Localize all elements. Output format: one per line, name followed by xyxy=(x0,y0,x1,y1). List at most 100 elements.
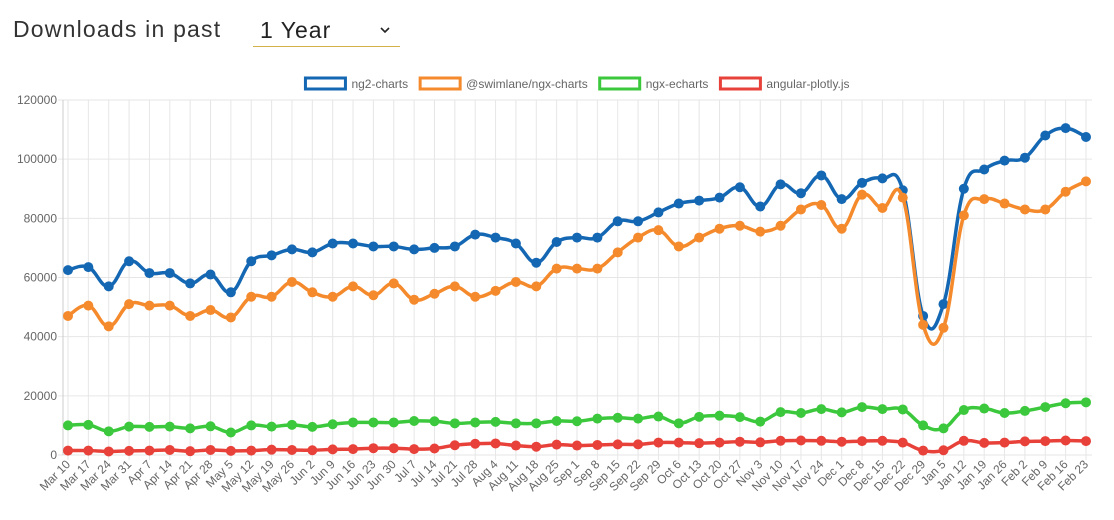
y-tick-label: 0 xyxy=(50,448,57,462)
data-point xyxy=(938,322,949,333)
data-point xyxy=(857,177,868,188)
legend-label: ng2-charts xyxy=(351,77,408,91)
data-point xyxy=(307,287,318,298)
data-point xyxy=(958,210,969,221)
data-point xyxy=(185,310,196,321)
data-point xyxy=(918,445,929,456)
data-point xyxy=(470,438,481,449)
y-tick-label: 40000 xyxy=(24,330,58,344)
data-point xyxy=(714,223,725,234)
data-point xyxy=(857,436,868,447)
data-point xyxy=(877,173,888,184)
data-point xyxy=(653,411,664,422)
legend-swatch xyxy=(598,76,642,91)
data-point xyxy=(531,281,542,292)
data-point xyxy=(551,263,562,274)
data-point xyxy=(958,405,969,416)
data-point xyxy=(1060,398,1071,409)
period-value: 1 Year xyxy=(260,17,332,43)
data-point xyxy=(144,268,155,279)
data-point xyxy=(755,437,766,448)
data-point xyxy=(795,435,806,446)
data-point xyxy=(429,288,440,299)
data-point xyxy=(205,305,216,316)
data-point xyxy=(531,418,542,429)
data-point xyxy=(470,417,481,428)
y-tick-label: 60000 xyxy=(24,271,58,285)
data-point xyxy=(572,416,582,427)
data-point xyxy=(409,415,420,426)
data-point xyxy=(612,216,623,227)
legend-item: ng2-charts xyxy=(303,76,408,91)
data-point xyxy=(266,250,277,261)
data-point xyxy=(551,439,562,450)
data-point xyxy=(612,439,623,450)
data-point xyxy=(429,242,440,253)
data-point xyxy=(918,420,929,431)
data-point xyxy=(490,416,501,427)
legend-item: @swimlane/ngx-charts xyxy=(418,76,588,91)
data-point xyxy=(490,232,501,243)
data-point xyxy=(490,285,501,296)
data-point xyxy=(999,407,1010,418)
data-point xyxy=(999,198,1010,209)
data-point xyxy=(348,444,359,455)
data-point xyxy=(266,291,277,302)
data-point xyxy=(205,421,216,432)
data-point xyxy=(836,194,847,205)
legend-label: @swimlane/ngx-charts xyxy=(466,77,588,91)
data-point xyxy=(1019,436,1030,447)
data-point xyxy=(63,420,73,431)
data-point xyxy=(368,290,379,301)
data-point xyxy=(633,439,644,450)
data-point xyxy=(714,410,725,421)
data-point xyxy=(510,276,521,287)
data-point xyxy=(531,441,542,452)
data-point xyxy=(429,443,440,454)
data-point xyxy=(144,300,155,311)
data-point xyxy=(795,188,806,199)
data-point xyxy=(246,420,257,431)
data-point xyxy=(633,216,644,227)
data-point xyxy=(266,444,277,455)
data-point xyxy=(857,402,868,413)
data-point xyxy=(897,192,908,203)
data-point xyxy=(1081,397,1091,408)
data-point xyxy=(694,411,705,422)
data-point xyxy=(388,443,399,454)
data-point xyxy=(286,244,297,255)
y-tick-label: 20000 xyxy=(24,389,58,403)
data-point xyxy=(124,299,135,310)
data-point xyxy=(734,182,745,193)
data-point xyxy=(1040,402,1051,413)
data-point xyxy=(1060,123,1071,134)
data-point xyxy=(63,265,73,276)
data-point xyxy=(164,300,175,311)
y-tick-label: 80000 xyxy=(24,211,58,225)
data-point xyxy=(694,195,705,206)
data-point xyxy=(124,256,135,267)
data-point xyxy=(979,164,990,175)
data-point xyxy=(633,413,644,424)
data-point xyxy=(673,437,684,448)
data-point xyxy=(999,155,1010,166)
data-point xyxy=(63,445,73,456)
data-point xyxy=(877,435,888,446)
data-point xyxy=(1019,204,1030,215)
data-point xyxy=(266,421,277,432)
data-point xyxy=(1019,152,1030,163)
data-point xyxy=(429,416,440,427)
period-select[interactable]: 1 Year xyxy=(253,14,400,47)
chevron-icon xyxy=(380,27,390,34)
data-point xyxy=(327,419,338,430)
data-point xyxy=(918,319,929,330)
data-point xyxy=(185,278,196,289)
data-point xyxy=(490,438,501,449)
data-point xyxy=(449,418,460,429)
data-point xyxy=(103,281,114,292)
data-point xyxy=(103,321,114,332)
data-point xyxy=(388,241,399,252)
data-point xyxy=(470,229,481,240)
data-point xyxy=(714,192,725,203)
data-point xyxy=(938,445,949,456)
